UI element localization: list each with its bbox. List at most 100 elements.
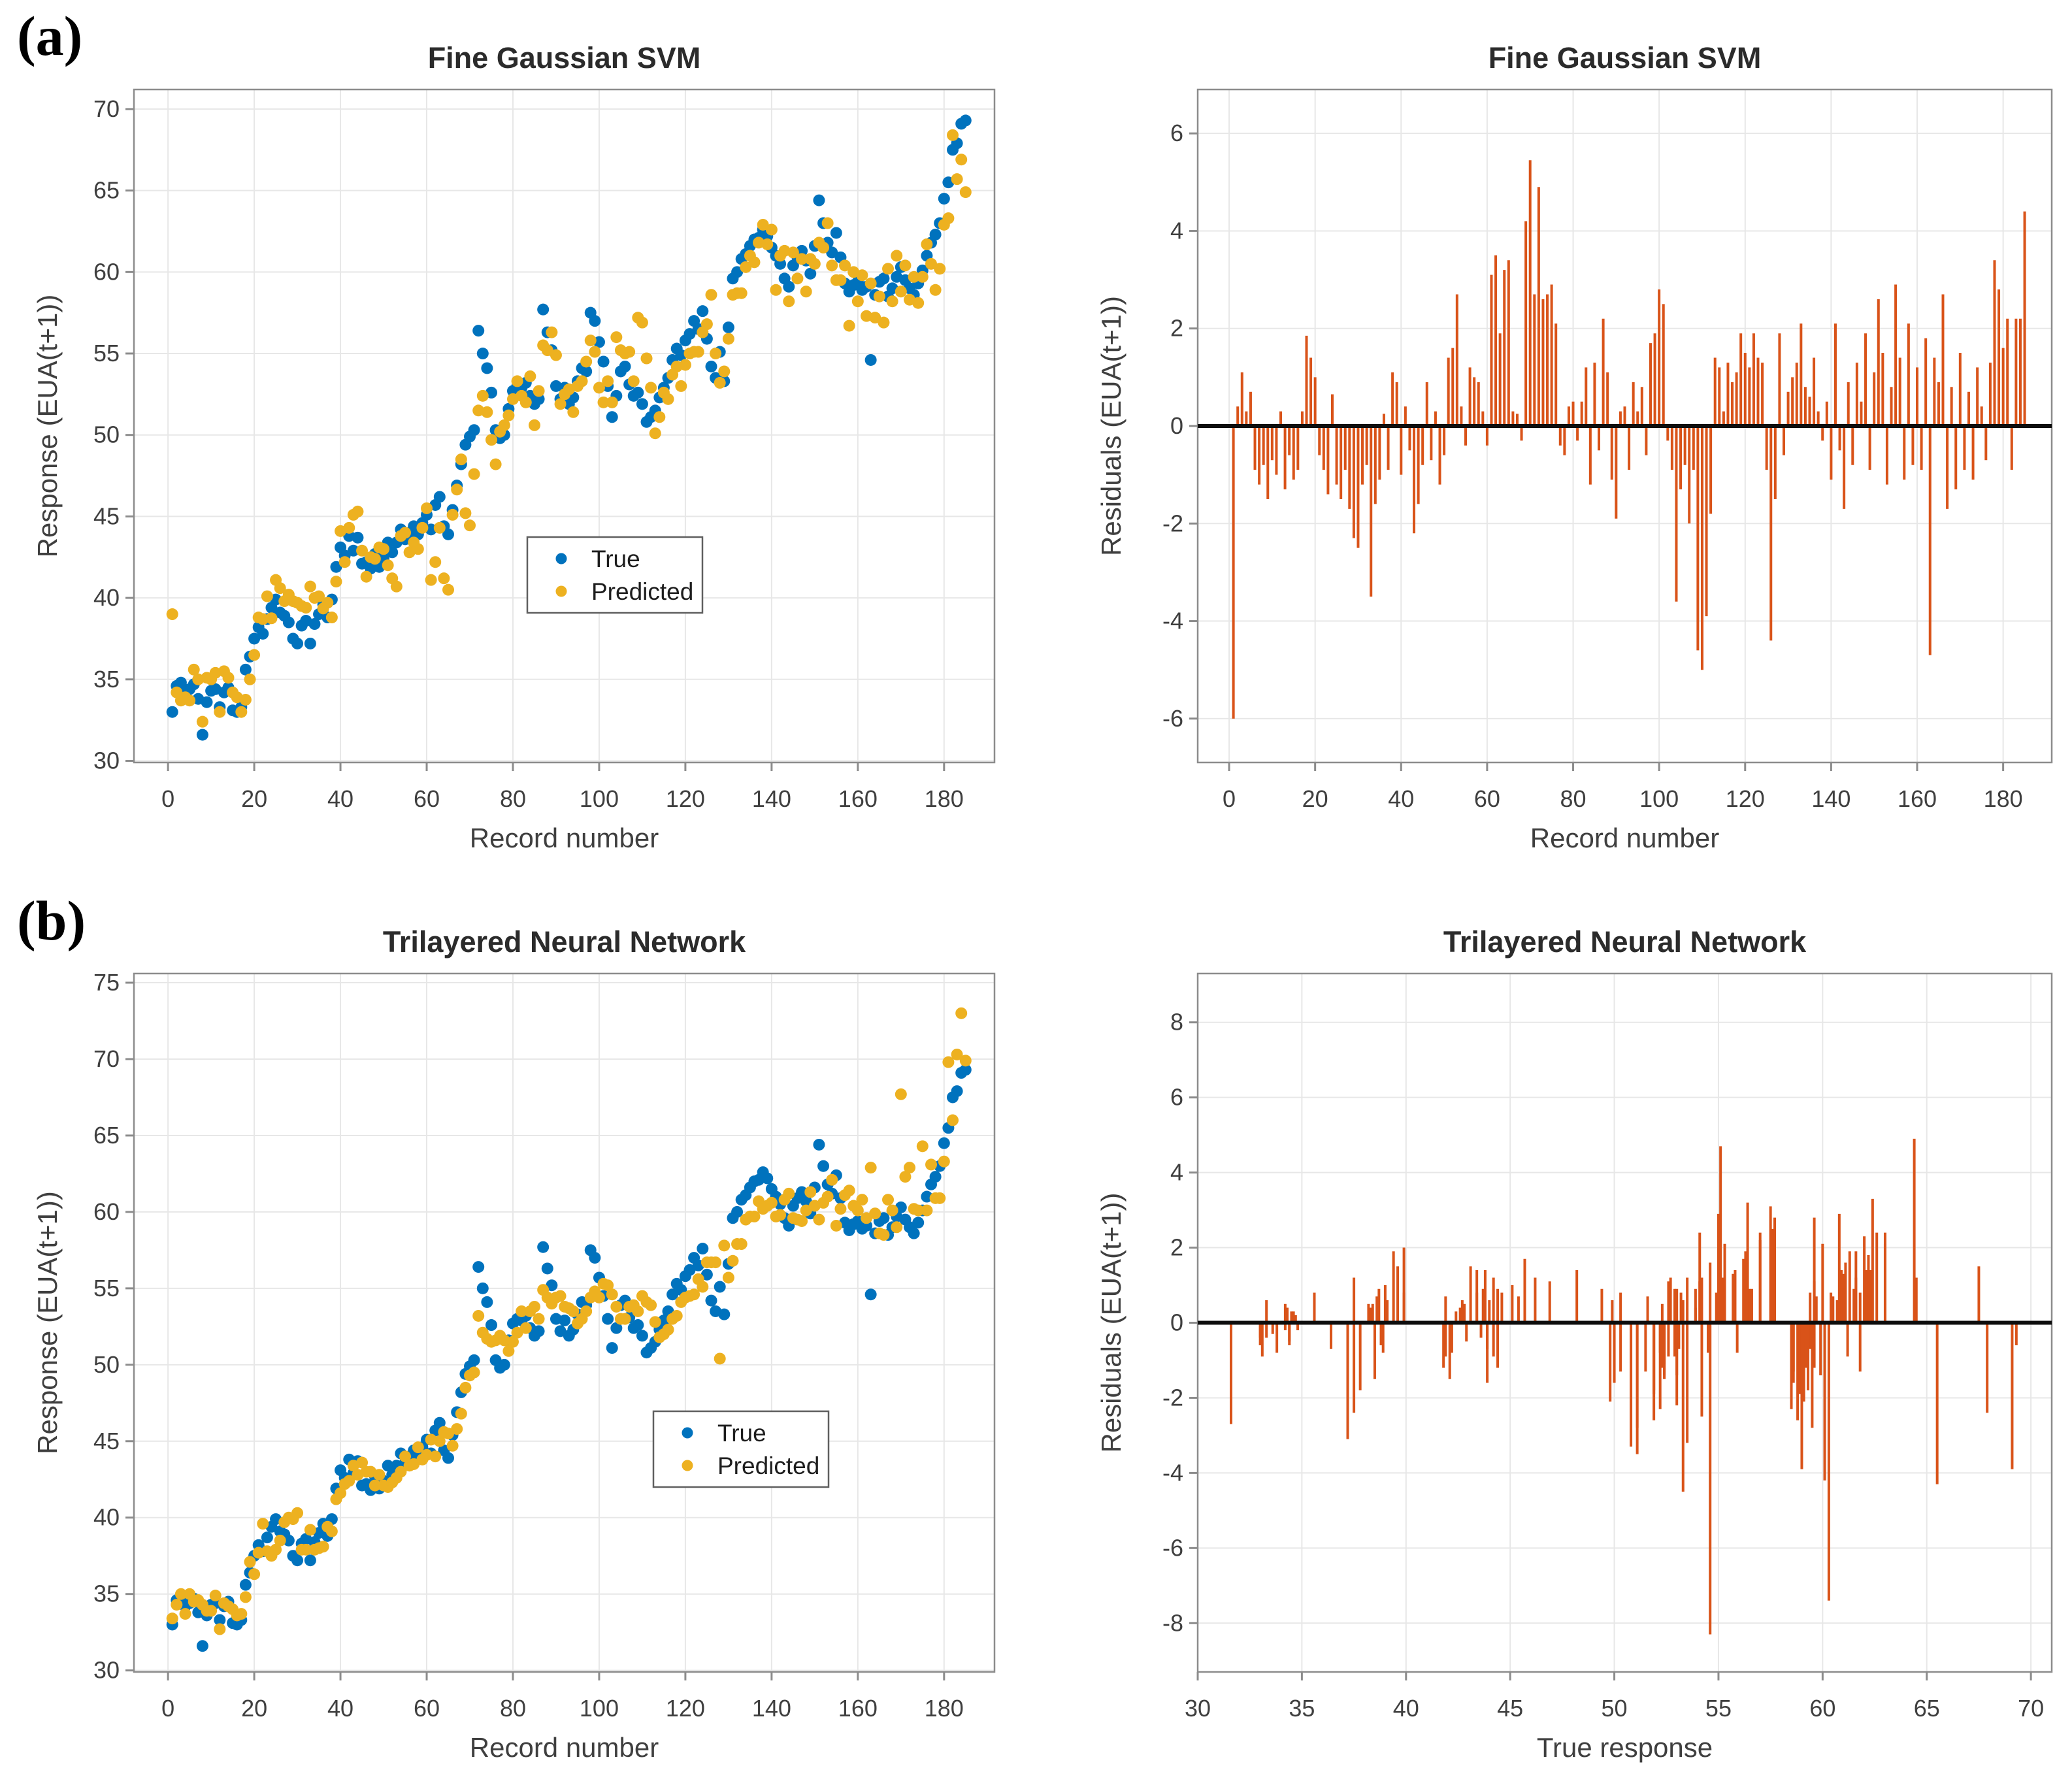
svg-text:65: 65 [1914, 1695, 1940, 1722]
svg-text:60: 60 [1474, 785, 1500, 812]
panel-label-a: (a) [17, 5, 83, 67]
legend-predicted-marker [682, 1460, 693, 1471]
fine-gaussian-svm-residuals-plot: 0 20 40 60 80 100 120 140 160 180 -6 -4 -2 0 2 4 6 Fine G… [1096, 41, 2053, 853]
svg-text:75: 75 [93, 969, 120, 996]
gridlines [134, 90, 995, 762]
svg-text:80: 80 [1560, 785, 1587, 812]
plot-title: Trilayered Neural Network [383, 925, 746, 958]
svg-text:140: 140 [752, 1695, 791, 1722]
plot-title: Trilayered Neural Network [1443, 925, 1807, 958]
legend-true-marker [682, 1427, 693, 1439]
true-points [166, 1064, 972, 1652]
legend-predicted-label: Predicted [591, 578, 693, 605]
svg-text:120: 120 [666, 1695, 705, 1722]
svg-text:100: 100 [580, 785, 619, 812]
svg-text:180: 180 [925, 785, 964, 812]
axes: 30 35 40 45 50 55 60 65 70 -8 -6 -4 -2 0 2 4 6 8 [1162, 972, 2053, 1722]
svg-text:140: 140 [1811, 785, 1850, 812]
svg-text:120: 120 [666, 785, 705, 812]
svg-text:65: 65 [93, 1122, 120, 1149]
svg-text:2: 2 [1170, 315, 1183, 342]
axes: 0 20 40 60 80 100 120 140 160 180 30 35 40 45 50 55 60 65… [93, 88, 996, 812]
plot-title: Fine Gaussian SVM [428, 41, 701, 74]
fine-gaussian-svm-response-plot: 0 20 40 60 80 100 120 140 160 180 30 35 40 45 50 55 60 65… [32, 41, 996, 853]
legend-true-label: True [717, 1420, 766, 1447]
svg-text:6: 6 [1170, 120, 1183, 146]
svg-text:55: 55 [1705, 1695, 1732, 1722]
svg-text:40: 40 [1393, 1695, 1419, 1722]
svg-text:60: 60 [414, 1695, 440, 1722]
svg-text:40: 40 [327, 1695, 354, 1722]
svg-text:45: 45 [1497, 1695, 1523, 1722]
svg-text:40: 40 [327, 785, 354, 812]
y-axis-label: Residuals (EUA(t+1)) [1096, 1193, 1126, 1453]
residual-stems [1230, 1138, 2018, 1635]
svg-text:60: 60 [1809, 1695, 1835, 1722]
svg-text:80: 80 [500, 785, 526, 812]
predicted-points [166, 129, 972, 728]
trilayered-nn-residuals-plot: 30 35 40 45 50 55 60 65 70 -8 -6 -4 -2 0 2 4 6 8 Trilayere… [1096, 925, 2053, 1763]
svg-text:50: 50 [93, 421, 120, 448]
svg-text:4: 4 [1170, 217, 1183, 244]
predicted-points [166, 1007, 972, 1635]
x-axis-label: Record number [1530, 823, 1719, 853]
plot-title: Fine Gaussian SVM [1488, 41, 1762, 74]
axes: 0 20 40 60 80 100 120 140 160 180 -6 -4 -2 0 2 4 6 [1162, 88, 2053, 812]
legend-true-marker [555, 553, 567, 565]
svg-text:35: 35 [1289, 1695, 1315, 1722]
svg-text:160: 160 [1898, 785, 1937, 812]
svg-text:40: 40 [93, 1504, 120, 1531]
svg-text:0: 0 [161, 1695, 174, 1722]
svg-text:-2: -2 [1162, 510, 1183, 536]
svg-text:30: 30 [93, 1657, 120, 1684]
svg-text:-6: -6 [1162, 705, 1183, 732]
svg-text:-4: -4 [1162, 1459, 1183, 1486]
svg-text:8: 8 [1170, 1009, 1183, 1036]
svg-text:180: 180 [1984, 785, 2023, 812]
legend-predicted-marker [555, 585, 567, 597]
svg-text:0: 0 [1170, 1309, 1183, 1336]
gridlines [134, 974, 995, 1672]
svg-text:0: 0 [161, 785, 174, 812]
svg-text:160: 160 [838, 1695, 878, 1722]
svg-text:45: 45 [93, 502, 120, 529]
panel-label-b: (b) [17, 889, 86, 952]
svg-text:20: 20 [1302, 785, 1328, 812]
svg-text:60: 60 [414, 785, 440, 812]
axes: 0 20 40 60 80 100 120 140 160 180 30 35 40 45 50 55 60 65… [93, 969, 996, 1722]
svg-text:50: 50 [1602, 1695, 1628, 1722]
svg-text:100: 100 [580, 1695, 619, 1722]
svg-text:30: 30 [1185, 1695, 1211, 1722]
svg-text:4: 4 [1170, 1159, 1183, 1186]
svg-text:-6: -6 [1162, 1534, 1183, 1561]
legend: True Predicted [526, 536, 704, 614]
svg-text:30: 30 [93, 747, 120, 774]
svg-text:55: 55 [93, 1275, 120, 1301]
svg-text:70: 70 [93, 95, 120, 122]
svg-text:45: 45 [93, 1428, 120, 1454]
svg-text:35: 35 [93, 666, 120, 693]
svg-text:2: 2 [1170, 1234, 1183, 1261]
svg-text:160: 160 [838, 785, 878, 812]
svg-text:65: 65 [93, 177, 120, 204]
trilayered-nn-response-plot: 0 20 40 60 80 100 120 140 160 180 30 35 40 45 50 55 60 65… [32, 925, 996, 1763]
svg-text:35: 35 [93, 1580, 120, 1607]
x-axis-label: Record number [470, 1732, 659, 1763]
svg-text:0: 0 [1223, 785, 1236, 812]
svg-text:120: 120 [1726, 785, 1765, 812]
svg-text:-2: -2 [1162, 1384, 1183, 1411]
x-axis-label: True response [1537, 1732, 1713, 1763]
svg-text:-8: -8 [1162, 1609, 1183, 1636]
svg-text:80: 80 [500, 1695, 526, 1722]
svg-text:0: 0 [1170, 412, 1183, 439]
residual-stems [1232, 160, 2026, 719]
svg-text:70: 70 [93, 1045, 120, 1072]
y-axis-label: Response (EUA(t+1)) [32, 295, 63, 558]
y-axis-label: Response (EUA(t+1)) [32, 1191, 63, 1454]
svg-text:55: 55 [93, 340, 120, 367]
svg-text:70: 70 [2018, 1695, 2044, 1722]
svg-text:60: 60 [93, 1198, 120, 1225]
svg-text:20: 20 [241, 1695, 267, 1722]
legend: True Predicted [652, 1410, 830, 1488]
